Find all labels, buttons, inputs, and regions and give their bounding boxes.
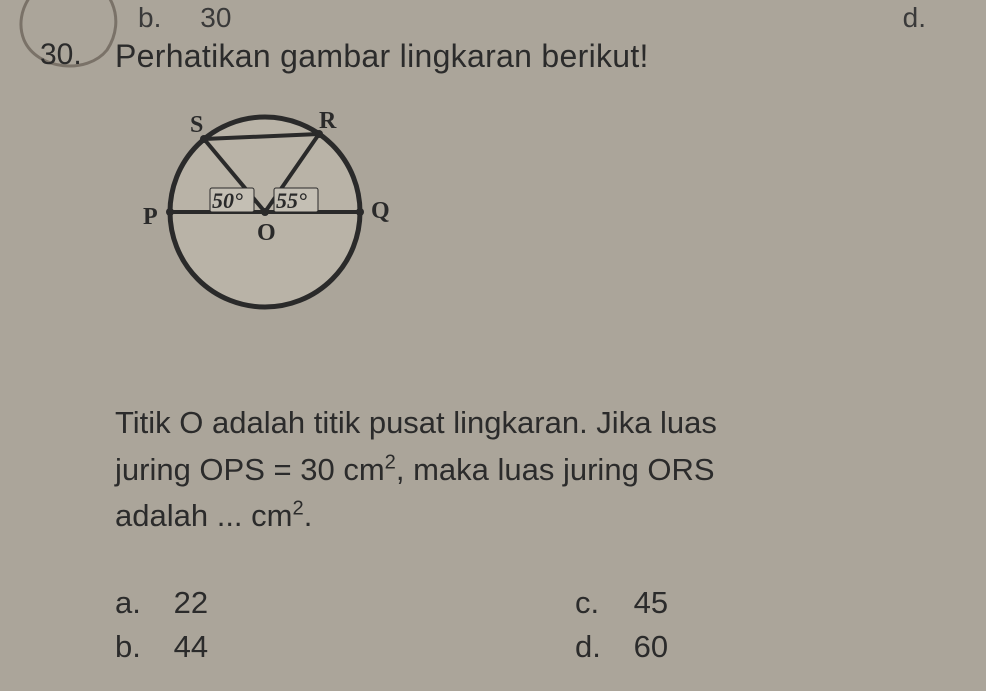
svg-text:O: O bbox=[257, 220, 276, 246]
question-explanation: Titik O adalah titik pusat lingkaran. Ji… bbox=[115, 400, 956, 540]
circle-diagram: 50° 55°O P Q S R bbox=[105, 82, 425, 332]
prev-opt-b-letter: b. bbox=[138, 2, 161, 33]
options-row-2: b. 44 d. 60 bbox=[115, 629, 956, 665]
answer-options: a. 22 c. 45 b. 44 d. 60 bbox=[115, 585, 956, 673]
prev-opt-b-value: 30 bbox=[200, 2, 231, 33]
svg-text:P: P bbox=[143, 204, 158, 230]
previous-option-d-partial: d. bbox=[903, 2, 926, 34]
option-d: d. 60 bbox=[575, 629, 668, 665]
previous-option-b: b. 30 bbox=[138, 2, 231, 34]
explanation-line-1: Titik O adalah titik pusat lingkaran. Ji… bbox=[115, 400, 956, 447]
options-row-1: a. 22 c. 45 bbox=[115, 585, 956, 621]
option-c: c. 45 bbox=[575, 585, 668, 621]
question-number: 30. bbox=[40, 38, 82, 72]
explanation-line-2: juring OPS = 30 cm2, maka luas juring OR… bbox=[115, 447, 956, 494]
svg-text:S: S bbox=[190, 112, 203, 138]
option-b: b. 44 bbox=[115, 629, 575, 665]
option-a: a. 22 bbox=[115, 585, 575, 621]
worksheet-page: b. 30 d. 30. Perhatikan gambar lingkaran… bbox=[0, 0, 986, 691]
svg-text:R: R bbox=[319, 108, 337, 134]
svg-text:50°: 50° bbox=[212, 188, 243, 213]
svg-text:55°: 55° bbox=[276, 188, 307, 213]
question-prompt: Perhatikan gambar lingkaran berikut! bbox=[115, 38, 649, 75]
svg-text:Q: Q bbox=[371, 198, 390, 224]
explanation-line-3: adalah ... cm2. bbox=[115, 493, 956, 540]
